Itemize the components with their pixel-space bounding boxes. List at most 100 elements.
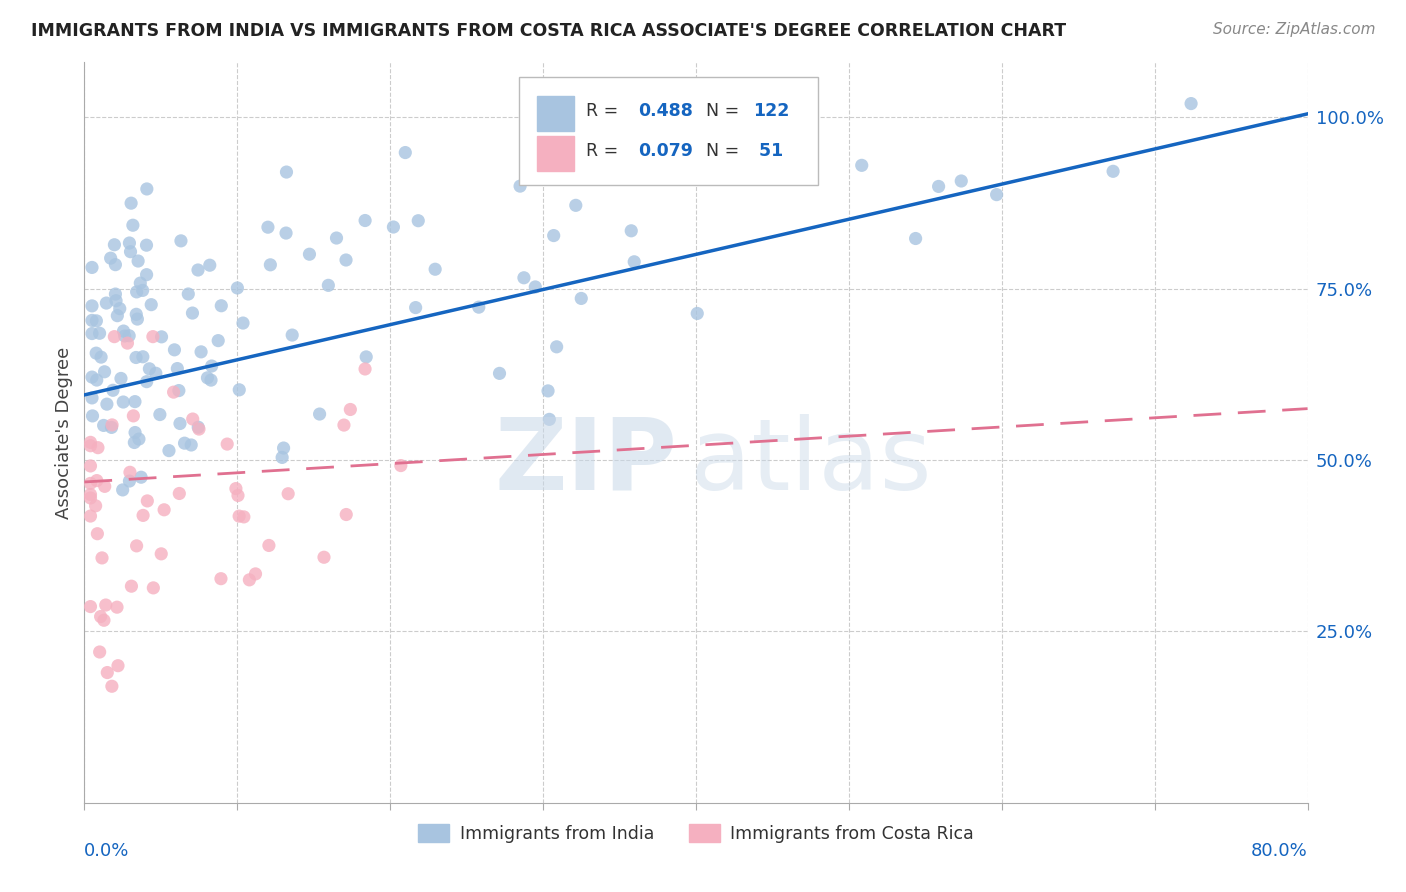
Point bbox=[94, 598, 117, 612]
Point bbox=[257, 538, 280, 552]
Point bbox=[1180, 96, 1202, 111]
Point bbox=[93, 365, 115, 379]
Point bbox=[950, 174, 973, 188]
Point bbox=[96, 296, 118, 310]
Point bbox=[135, 182, 157, 196]
Point bbox=[620, 224, 643, 238]
Point bbox=[201, 359, 224, 373]
Point bbox=[142, 329, 165, 343]
Point bbox=[187, 420, 209, 434]
Point bbox=[226, 281, 249, 295]
Point bbox=[132, 350, 155, 364]
Point bbox=[569, 292, 592, 306]
Point bbox=[135, 375, 157, 389]
Point bbox=[112, 395, 135, 409]
Point bbox=[86, 314, 108, 328]
Point bbox=[225, 482, 247, 496]
Point bbox=[110, 371, 132, 385]
Point bbox=[238, 573, 260, 587]
Point bbox=[513, 270, 536, 285]
Point bbox=[232, 509, 254, 524]
Y-axis label: Associate's Degree: Associate's Degree bbox=[55, 346, 73, 519]
Point bbox=[136, 494, 159, 508]
Point bbox=[84, 346, 107, 360]
Text: 0.488: 0.488 bbox=[638, 102, 693, 120]
Point bbox=[274, 226, 297, 240]
Point bbox=[86, 474, 108, 488]
Point bbox=[169, 486, 191, 500]
Point bbox=[586, 96, 609, 111]
Point bbox=[257, 220, 280, 235]
Point bbox=[468, 300, 491, 314]
Point bbox=[149, 408, 172, 422]
FancyBboxPatch shape bbox=[519, 78, 818, 185]
Point bbox=[87, 441, 110, 455]
Point bbox=[207, 334, 229, 348]
Point bbox=[157, 443, 180, 458]
Point bbox=[188, 422, 211, 436]
Point bbox=[124, 435, 146, 450]
Point bbox=[150, 330, 173, 344]
Point bbox=[101, 417, 124, 432]
Point bbox=[177, 287, 200, 301]
Point bbox=[170, 234, 193, 248]
Point bbox=[79, 491, 101, 505]
Point bbox=[80, 313, 103, 327]
Point bbox=[79, 509, 101, 524]
Point bbox=[104, 287, 127, 301]
Point bbox=[112, 324, 135, 338]
Point bbox=[200, 373, 222, 387]
Point bbox=[118, 328, 141, 343]
Point bbox=[105, 600, 128, 615]
Point bbox=[354, 362, 377, 376]
Point bbox=[167, 384, 190, 398]
Point bbox=[86, 526, 108, 541]
Point bbox=[125, 351, 148, 365]
Point bbox=[80, 299, 103, 313]
Text: R =: R = bbox=[586, 102, 624, 120]
Point bbox=[543, 228, 565, 243]
Point bbox=[163, 343, 186, 357]
Point bbox=[122, 218, 145, 232]
Point bbox=[93, 479, 115, 493]
Point bbox=[118, 465, 141, 479]
Legend: Immigrants from India, Immigrants from Costa Rica: Immigrants from India, Immigrants from C… bbox=[411, 817, 981, 850]
Point bbox=[91, 550, 114, 565]
Point bbox=[79, 599, 101, 614]
Point bbox=[1102, 164, 1125, 178]
Point bbox=[986, 187, 1008, 202]
Point bbox=[89, 326, 111, 341]
Point bbox=[228, 383, 250, 397]
Point bbox=[686, 306, 709, 320]
Point bbox=[118, 474, 141, 488]
Point bbox=[101, 384, 124, 398]
Point bbox=[89, 645, 111, 659]
Point bbox=[118, 235, 141, 250]
Point bbox=[851, 158, 873, 172]
Point bbox=[318, 278, 340, 293]
Point bbox=[80, 326, 103, 341]
Point bbox=[93, 613, 115, 627]
Point bbox=[690, 96, 713, 111]
Point bbox=[187, 263, 209, 277]
Point bbox=[125, 307, 148, 321]
Point bbox=[80, 370, 103, 384]
Point bbox=[273, 441, 295, 455]
Point bbox=[405, 301, 427, 315]
Point bbox=[117, 336, 139, 351]
Point bbox=[565, 198, 588, 212]
Point bbox=[101, 679, 124, 693]
Point bbox=[120, 579, 142, 593]
Point bbox=[104, 258, 127, 272]
Point bbox=[298, 247, 321, 261]
Point bbox=[406, 213, 429, 227]
Text: N =: N = bbox=[706, 102, 740, 120]
Point bbox=[259, 258, 281, 272]
Point bbox=[354, 350, 377, 364]
Text: 80.0%: 80.0% bbox=[1251, 842, 1308, 860]
Point bbox=[80, 260, 103, 275]
Point bbox=[389, 458, 412, 473]
Text: Source: ZipAtlas.com: Source: ZipAtlas.com bbox=[1212, 22, 1375, 37]
Point bbox=[93, 418, 115, 433]
Point bbox=[125, 539, 148, 553]
